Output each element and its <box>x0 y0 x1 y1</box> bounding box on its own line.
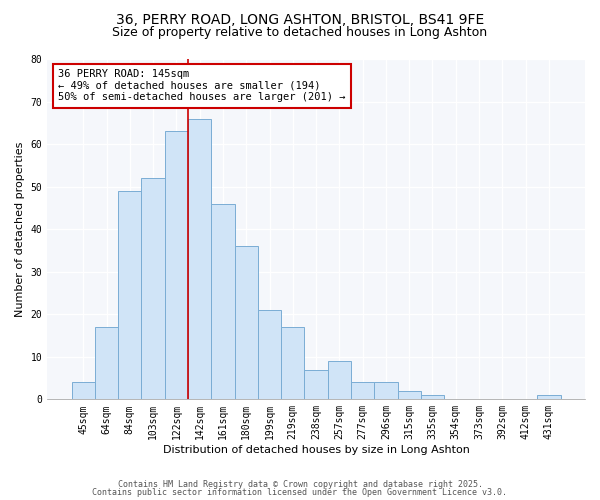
Bar <box>351 382 374 400</box>
X-axis label: Distribution of detached houses by size in Long Ashton: Distribution of detached houses by size … <box>163 445 470 455</box>
Bar <box>211 204 235 400</box>
Y-axis label: Number of detached properties: Number of detached properties <box>15 142 25 317</box>
Bar <box>71 382 95 400</box>
Bar <box>537 395 560 400</box>
Bar <box>142 178 165 400</box>
Text: 36 PERRY ROAD: 145sqm
← 49% of detached houses are smaller (194)
50% of semi-det: 36 PERRY ROAD: 145sqm ← 49% of detached … <box>58 69 346 102</box>
Bar <box>398 391 421 400</box>
Bar <box>304 370 328 400</box>
Bar <box>118 191 142 400</box>
Text: Size of property relative to detached houses in Long Ashton: Size of property relative to detached ho… <box>112 26 488 39</box>
Bar <box>421 395 444 400</box>
Bar <box>188 118 211 400</box>
Bar <box>258 310 281 400</box>
Bar <box>374 382 398 400</box>
Text: Contains public sector information licensed under the Open Government Licence v3: Contains public sector information licen… <box>92 488 508 497</box>
Bar <box>165 132 188 400</box>
Text: 36, PERRY ROAD, LONG ASHTON, BRISTOL, BS41 9FE: 36, PERRY ROAD, LONG ASHTON, BRISTOL, BS… <box>116 12 484 26</box>
Bar <box>328 361 351 400</box>
Bar <box>281 327 304 400</box>
Text: Contains HM Land Registry data © Crown copyright and database right 2025.: Contains HM Land Registry data © Crown c… <box>118 480 482 489</box>
Bar <box>95 327 118 400</box>
Bar <box>235 246 258 400</box>
